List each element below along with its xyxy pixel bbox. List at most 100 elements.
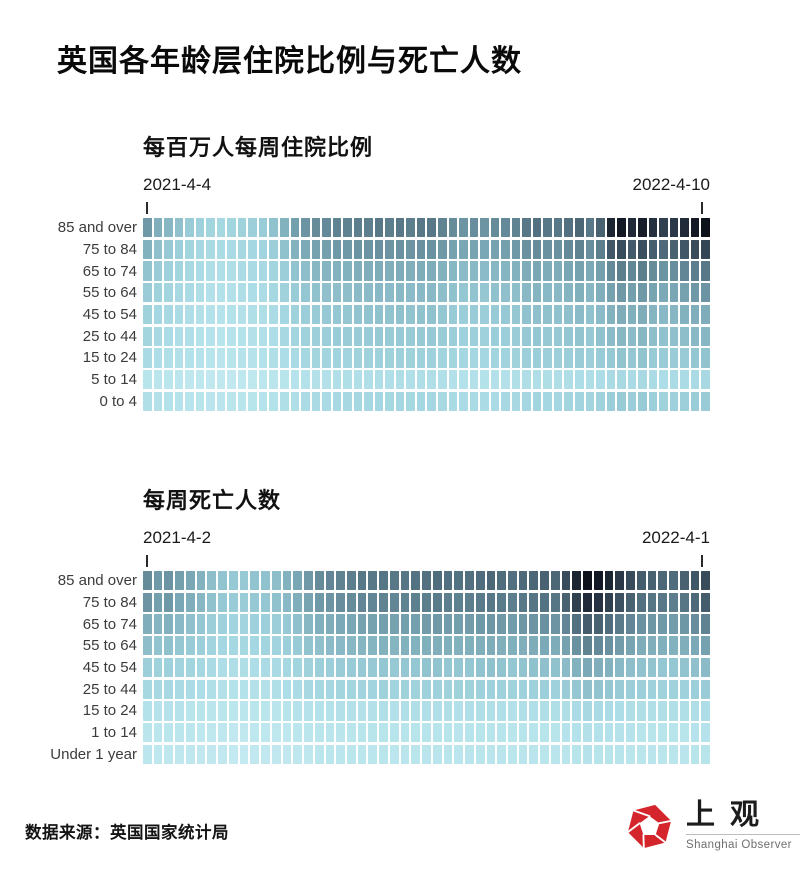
heatmap-cell bbox=[400, 744, 410, 764]
heatmap-row bbox=[143, 701, 710, 721]
heatmap-cell bbox=[364, 370, 373, 390]
heatmap-cell bbox=[679, 592, 689, 612]
heatmap-cell bbox=[250, 614, 260, 634]
heatmap-cell bbox=[368, 723, 378, 743]
heatmap-cell bbox=[290, 239, 300, 259]
heatmap-cell bbox=[250, 571, 260, 591]
heatmap-cell bbox=[368, 744, 378, 764]
heatmap-cell bbox=[604, 744, 614, 764]
heatmap-cell bbox=[432, 679, 442, 699]
heatmap-cell bbox=[336, 723, 345, 743]
y-axis-label: 5 to 14 bbox=[91, 371, 137, 389]
heatmap-cell bbox=[465, 636, 474, 656]
heatmap-cell bbox=[669, 571, 678, 591]
heatmap-cell bbox=[343, 283, 352, 303]
heatmap-cell bbox=[480, 218, 489, 238]
heatmap-cell bbox=[636, 636, 646, 656]
heatmap-cell bbox=[143, 679, 152, 699]
heatmap-cell bbox=[174, 304, 184, 325]
heatmap-cell bbox=[206, 261, 215, 281]
heatmap-cell bbox=[679, 636, 689, 656]
heatmap-cell bbox=[343, 239, 352, 259]
heatmap-cell bbox=[583, 657, 592, 678]
heatmap-cell bbox=[271, 657, 281, 678]
heatmap-cell bbox=[543, 370, 552, 390]
heatmap-cell bbox=[469, 283, 479, 303]
heatmap-cell bbox=[486, 592, 496, 612]
heatmap-cell bbox=[669, 218, 679, 238]
heatmap-cell bbox=[228, 592, 238, 612]
heatmap-cell bbox=[411, 701, 421, 721]
axis-tick-end bbox=[701, 202, 703, 214]
heatmap-cell bbox=[465, 571, 474, 591]
heatmap-cell bbox=[406, 391, 415, 411]
heatmap-cell bbox=[679, 571, 689, 591]
heatmap-cell bbox=[583, 614, 592, 634]
heatmap-cell bbox=[311, 326, 321, 346]
heatmap-cell bbox=[443, 571, 453, 591]
heatmap-cell bbox=[164, 636, 174, 656]
heatmap-cell bbox=[501, 391, 510, 411]
heatmap-row bbox=[143, 261, 710, 281]
heatmap-cell bbox=[564, 348, 574, 368]
heatmap-cell bbox=[626, 679, 635, 699]
heatmap-cell bbox=[669, 744, 678, 764]
heatmap-cell bbox=[346, 614, 356, 634]
heatmap-cell bbox=[261, 679, 270, 699]
heatmap-cell bbox=[153, 391, 163, 411]
heatmap-cell bbox=[522, 304, 531, 325]
heatmap-cell bbox=[593, 744, 603, 764]
heatmap-cell bbox=[572, 701, 582, 721]
axis-tick-end bbox=[701, 555, 703, 567]
heatmap-cell bbox=[279, 283, 289, 303]
heatmap-cell bbox=[271, 701, 281, 721]
heatmap-cell bbox=[427, 304, 437, 325]
heatmap-cell bbox=[322, 218, 331, 238]
heatmap-cell bbox=[325, 636, 335, 656]
heatmap-cell bbox=[237, 304, 247, 325]
heatmap-cell bbox=[239, 657, 249, 678]
heatmap-cell bbox=[540, 636, 549, 656]
heatmap-cell bbox=[648, 348, 658, 368]
heatmap-cell bbox=[540, 592, 549, 612]
heatmap-cell bbox=[540, 614, 549, 634]
y-axis-label: 0 to 4 bbox=[99, 392, 137, 410]
heatmap-cell bbox=[271, 679, 281, 699]
heatmap-cell bbox=[185, 723, 195, 743]
heatmap-cell bbox=[508, 701, 517, 721]
heatmap-cell bbox=[459, 391, 468, 411]
heatmap-cell bbox=[497, 723, 507, 743]
heatmap-cell bbox=[701, 657, 710, 678]
heatmap-cell bbox=[185, 571, 195, 591]
heatmap-cell bbox=[196, 636, 206, 656]
heatmap-cell bbox=[185, 744, 195, 764]
heatmap-cell bbox=[465, 592, 474, 612]
heatmap-cell bbox=[617, 283, 626, 303]
heatmap-cell bbox=[400, 679, 410, 699]
logo-name: 上观 bbox=[686, 799, 775, 831]
heatmap-cell bbox=[385, 239, 394, 259]
heatmap-cell bbox=[532, 326, 542, 346]
heatmap-cell bbox=[469, 391, 479, 411]
heatmap-cell bbox=[346, 701, 356, 721]
heatmap-cell bbox=[282, 592, 292, 612]
heatmap-cell bbox=[636, 614, 646, 634]
heatmap-cell bbox=[228, 657, 238, 678]
heatmap-cell bbox=[239, 614, 249, 634]
heatmap-cell bbox=[564, 261, 574, 281]
heatmap-cell bbox=[448, 218, 458, 238]
heatmap-cell bbox=[659, 261, 668, 281]
heatmap-cell bbox=[532, 261, 542, 281]
heatmap-cell bbox=[475, 679, 485, 699]
heatmap-cell bbox=[389, 701, 399, 721]
heatmap-cell bbox=[195, 261, 205, 281]
heatmap-cell bbox=[553, 218, 563, 238]
heatmap-cell bbox=[271, 614, 281, 634]
heatmap-cell bbox=[153, 326, 163, 346]
heatmap-cell bbox=[216, 304, 226, 325]
heatmap-cell bbox=[518, 701, 528, 721]
heatmap-cell bbox=[218, 571, 227, 591]
heatmap-cell bbox=[680, 326, 689, 346]
heatmap-cell bbox=[311, 391, 321, 411]
heatmap-cell bbox=[532, 283, 542, 303]
